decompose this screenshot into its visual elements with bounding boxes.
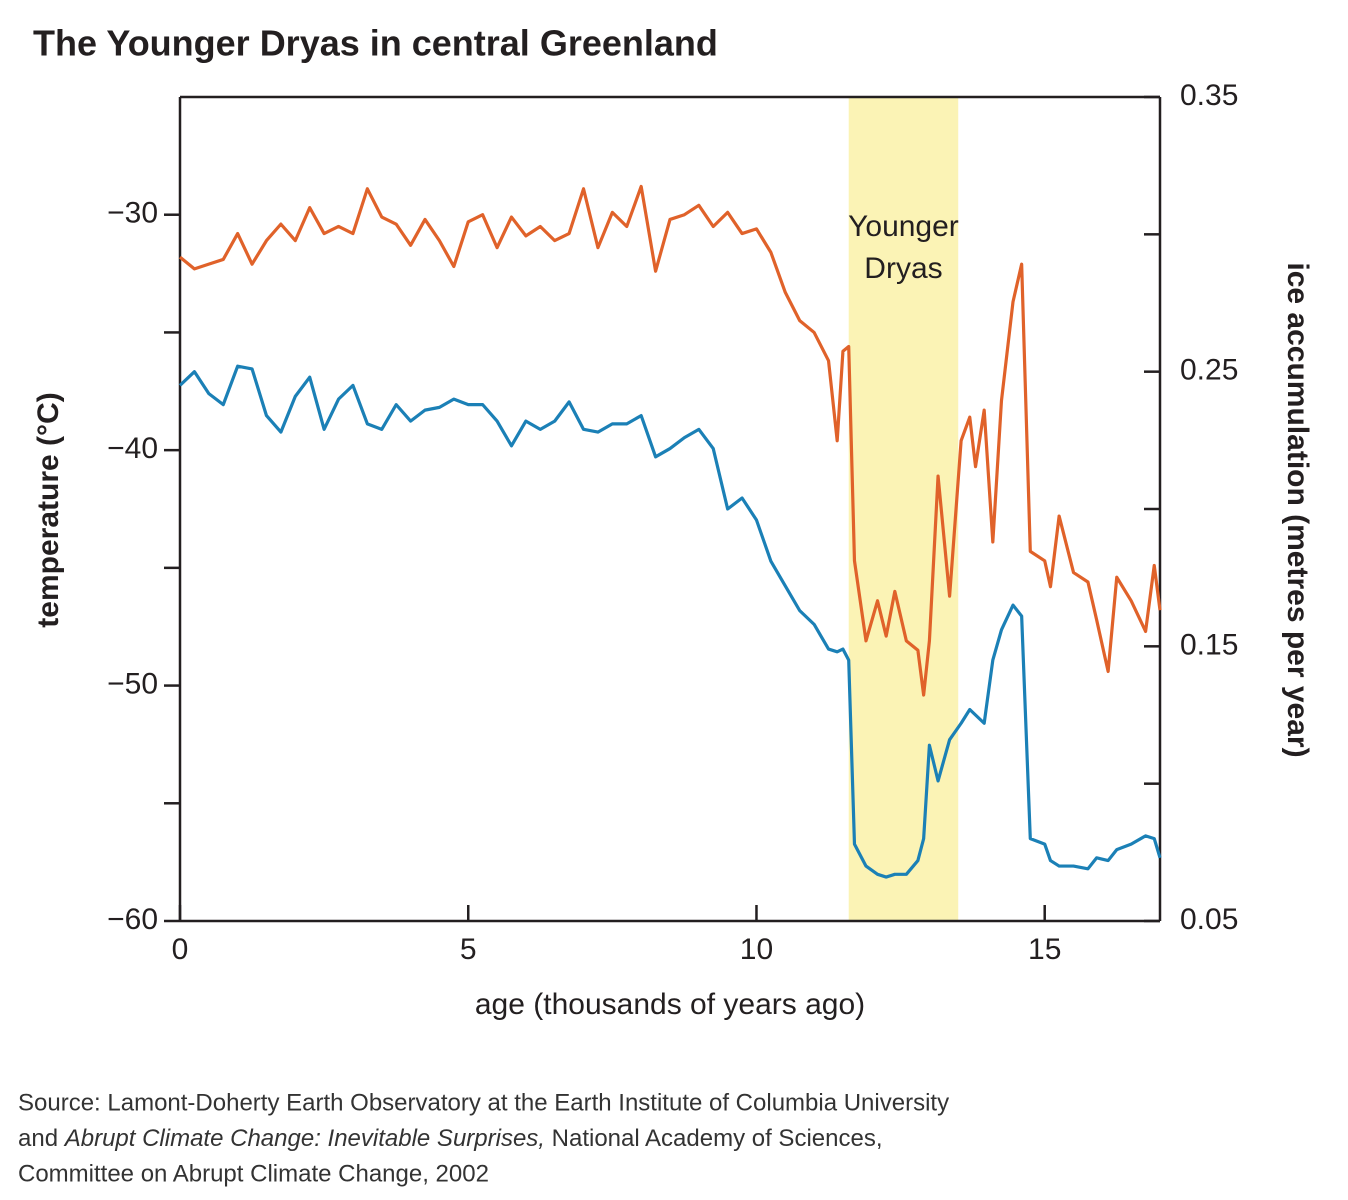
x-tick-label: 0 [172, 933, 189, 966]
y-tick-label: −50 [107, 667, 158, 700]
data-line [178, 364, 1162, 879]
y2-tick-label: 0.15 [1180, 628, 1238, 661]
y-tick-label: −30 [107, 197, 158, 230]
y2-tick-label: 0.35 [1180, 79, 1238, 112]
y2-tick-label: 0.25 [1180, 354, 1238, 387]
x-tick-label: 10 [740, 933, 773, 966]
x-tick-label: 5 [460, 933, 477, 966]
source-line: Committee on Abrupt Climate Change, 2002 [18, 1160, 489, 1187]
chart-title: The Younger Dryas in central Greenland [33, 23, 718, 64]
source-line: Source: Lamont-Doherty Earth Observatory… [18, 1089, 949, 1116]
data-line [178, 184, 1162, 697]
y-tick-label: −60 [107, 903, 158, 936]
y2-axis-label: ice accumulation (metres per year) [1281, 262, 1314, 757]
highlight-label: Younger [848, 210, 959, 243]
x-tick-label: 15 [1028, 933, 1061, 966]
x-axis-label: age (thousands of years ago) [475, 988, 865, 1021]
source-text: and [18, 1125, 65, 1152]
y-tick-label: −40 [107, 432, 158, 465]
highlight-label: Dryas [864, 252, 942, 285]
y-axis-label: temperature (°C) [32, 392, 65, 627]
source-text: National Academy of Sciences, [545, 1125, 883, 1152]
source-line: and Abrupt Climate Change: Inevitable Su… [18, 1125, 882, 1152]
y2-tick-label: 0.05 [1180, 903, 1238, 936]
source-title: Abrupt Climate Change: Inevitable Surpri… [63, 1125, 545, 1152]
